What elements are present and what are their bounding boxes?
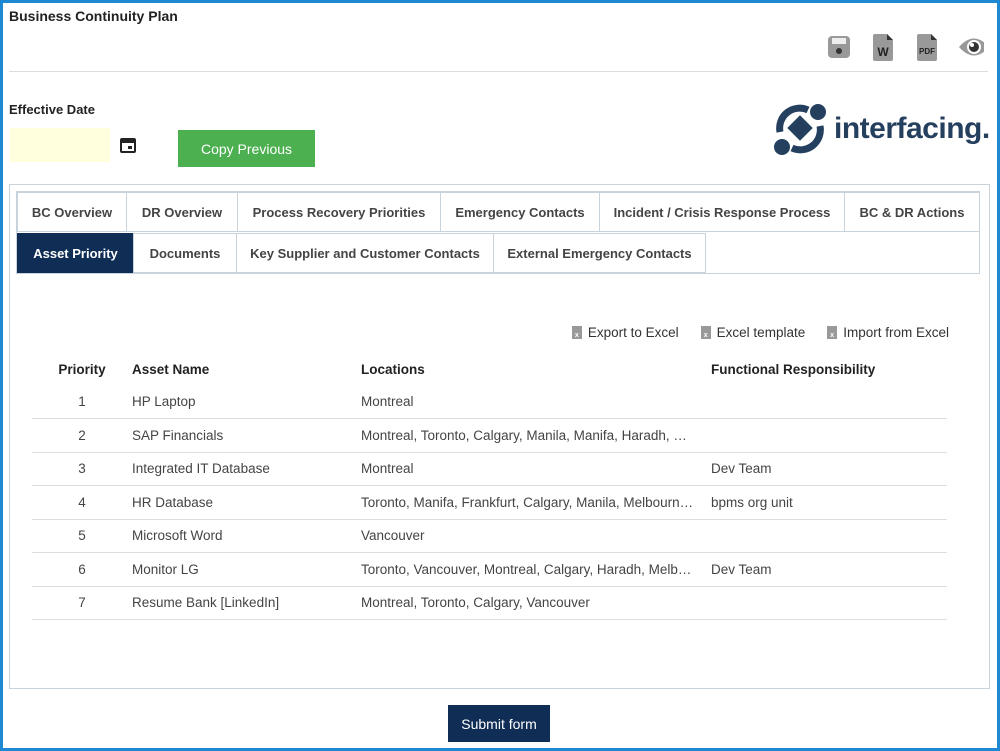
priority-cell: 6 xyxy=(32,552,132,587)
excel-file-icon: x xyxy=(827,326,838,339)
excel-file-icon: x xyxy=(700,326,711,339)
page-title: Business Continuity Plan xyxy=(9,8,178,24)
tab-bc-dr-actions[interactable]: BC & DR Actions xyxy=(844,192,980,232)
locations-cell: Vancouver xyxy=(361,519,711,553)
header-functional-responsibility[interactable]: Functional Responsibility xyxy=(711,361,876,377)
tab-panel: BC Overview DR Overview Process Recovery… xyxy=(9,184,990,689)
preview-eye-icon[interactable] xyxy=(958,33,984,61)
responsibility-cell xyxy=(711,519,947,553)
tab-documents[interactable]: Documents xyxy=(133,233,237,273)
export-label: Export to Excel xyxy=(587,325,679,340)
table-row[interactable]: 2 SAP Financials Montreal, Toronto, Calgar… xyxy=(32,418,947,453)
responsibility-cell: Dev Team xyxy=(711,552,947,587)
asset-name-cell: SAP Financials xyxy=(132,418,361,453)
priority-cell: 5 xyxy=(32,519,132,553)
locations-cell: Toronto, Vancouver, Montreal, Calgary, H… xyxy=(361,552,711,587)
table-row[interactable]: 4 HR Database Toronto, Manifa, Frankfurt, … xyxy=(32,485,947,520)
asset-name-cell: Monitor LG xyxy=(132,552,361,587)
tab-bar: BC Overview DR Overview Process Recovery… xyxy=(16,191,980,274)
asset-priority-table: Priority Asset Name Locations Functional… xyxy=(32,353,947,620)
responsibility-cell: Dev Team xyxy=(711,452,947,486)
interfacing-logo: interfacing. xyxy=(772,102,990,156)
responsibility-cell xyxy=(711,586,947,620)
tab-process-recovery-priorities[interactable]: Process Recovery Priorities xyxy=(237,192,441,232)
table-row[interactable]: 3 Integrated IT Database Montreal Dev Team xyxy=(32,452,947,486)
template-label: Excel template xyxy=(716,325,806,340)
calendar-icon[interactable] xyxy=(120,137,136,156)
svg-text:W: W xyxy=(877,45,889,59)
copy-previous-button[interactable]: Copy Previous xyxy=(178,130,315,167)
asset-name-cell: Microsoft Word xyxy=(132,519,361,553)
asset-name-cell: HP Laptop xyxy=(132,385,361,419)
tab-dr-overview[interactable]: DR Overview xyxy=(126,192,238,232)
svg-text:PDF: PDF xyxy=(919,47,935,56)
header-asset-name[interactable]: Asset Name xyxy=(132,361,210,377)
header-priority[interactable]: Priority xyxy=(58,361,106,377)
tab-external-emergency-contacts[interactable]: External Emergency Contacts xyxy=(493,233,706,273)
divider xyxy=(9,71,988,72)
table-row[interactable]: 7 Resume Bank [LinkedIn] Montreal, Toronto… xyxy=(32,586,947,620)
tab-bc-overview[interactable]: BC Overview xyxy=(17,192,127,232)
export-to-excel-link[interactable]: x Export to Excel xyxy=(571,325,679,340)
submit-form-button[interactable]: Submit form xyxy=(448,705,550,742)
priority-cell: 7 xyxy=(32,586,132,620)
locations-cell: Montreal, Toronto, Calgary, Vancouver xyxy=(361,586,711,620)
pdf-icon[interactable]: PDF xyxy=(914,33,940,61)
locations-cell: Montreal, Toronto, Calgary, Manila, Mani… xyxy=(361,418,711,453)
import-label: Import from Excel xyxy=(843,325,949,340)
table-row[interactable]: 1 HP Laptop Montreal xyxy=(32,385,947,419)
tab-emergency-contacts[interactable]: Emergency Contacts xyxy=(440,192,600,232)
tab-asset-priority[interactable]: Asset Priority xyxy=(17,233,134,273)
asset-name-cell: Integrated IT Database xyxy=(132,452,361,486)
save-icon[interactable] xyxy=(826,33,852,61)
locations-cell: Montreal xyxy=(361,385,711,419)
locations-cell: Montreal xyxy=(361,452,711,486)
effective-date-label: Effective Date xyxy=(9,102,95,117)
locations-cell: Toronto, Manifa, Frankfurt, Calgary, Man… xyxy=(361,485,711,520)
toolbar: W PDF xyxy=(826,33,984,61)
excel-file-icon: x xyxy=(571,326,582,339)
table-row[interactable]: 6 Monitor LG Toronto, Vancouver, Montreal,… xyxy=(32,552,947,587)
import-from-excel-link[interactable]: x Import from Excel xyxy=(827,325,949,340)
header-locations[interactable]: Locations xyxy=(361,361,425,377)
word-icon[interactable]: W xyxy=(870,33,896,61)
logo-text: interfacing. xyxy=(834,112,990,145)
tab-key-supplier-customer-contacts[interactable]: Key Supplier and Customer Contacts xyxy=(236,233,494,273)
priority-cell: 1 xyxy=(32,385,132,419)
effective-date-input[interactable] xyxy=(10,128,110,162)
priority-cell: 2 xyxy=(32,418,132,453)
priority-cell: 3 xyxy=(32,452,132,486)
asset-name-cell: Resume Bank [LinkedIn] xyxy=(132,586,361,620)
table-row[interactable]: 5 Microsoft Word Vancouver xyxy=(32,519,947,553)
excel-actions: x Export to Excel x Excel template x Import… xyxy=(571,325,949,340)
excel-template-link[interactable]: x Excel template xyxy=(700,325,806,340)
responsibility-cell: bpms org unit xyxy=(711,485,947,520)
tab-incident-crisis-response[interactable]: Incident / Crisis Response Process xyxy=(599,192,845,232)
responsibility-cell xyxy=(711,418,947,453)
responsibility-cell xyxy=(711,385,947,419)
priority-cell: 4 xyxy=(32,485,132,520)
asset-name-cell: HR Database xyxy=(132,485,361,520)
